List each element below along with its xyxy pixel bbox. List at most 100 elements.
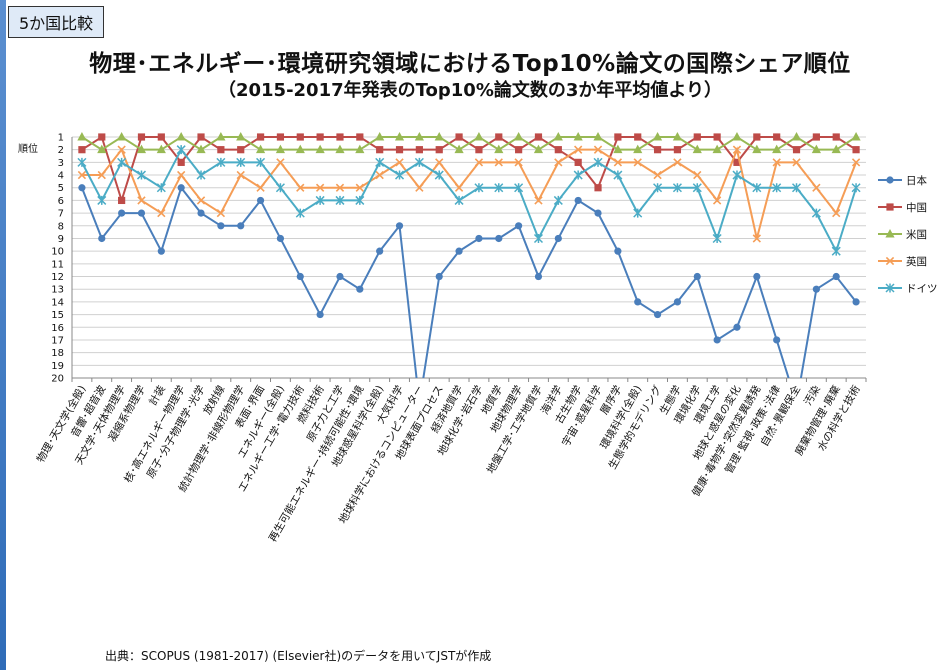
data-point — [375, 170, 384, 180]
data-point — [886, 176, 894, 184]
data-point — [713, 336, 721, 344]
data-point — [494, 144, 504, 154]
data-point — [653, 183, 663, 193]
data-point — [613, 158, 623, 167]
comparison-tag: 5か国比較 — [8, 6, 105, 38]
series-日本 — [78, 184, 860, 378]
data-point — [276, 133, 285, 141]
data-point — [177, 158, 185, 166]
data-point — [753, 133, 761, 141]
data-point — [515, 222, 523, 230]
data-point — [831, 144, 841, 154]
series-line — [81, 135, 857, 151]
data-point — [97, 144, 107, 154]
data-point — [98, 133, 106, 141]
data-point — [316, 310, 324, 319]
data-point — [614, 247, 622, 255]
data-point — [832, 133, 840, 141]
data-point — [653, 146, 662, 154]
data-point — [594, 209, 602, 217]
data-point — [613, 170, 623, 180]
data-point — [455, 247, 463, 255]
data-point — [852, 298, 860, 306]
data-point — [613, 144, 623, 154]
y-tick-label: 11 — [51, 259, 64, 270]
data-point — [885, 283, 895, 293]
data-point — [315, 144, 325, 154]
data-point — [176, 132, 186, 141]
data-point — [712, 233, 722, 244]
y-tick-label: 16 — [51, 323, 64, 334]
data-point — [435, 272, 443, 281]
data-point — [236, 170, 245, 180]
data-point — [792, 158, 801, 167]
data-point — [335, 183, 345, 192]
series-line — [81, 146, 858, 239]
y-tick-label: 6 — [58, 196, 64, 207]
data-point — [553, 195, 563, 205]
data-point — [455, 133, 463, 141]
data-point — [256, 133, 265, 141]
data-point — [434, 132, 444, 141]
data-point — [275, 144, 286, 154]
data-point — [494, 158, 503, 167]
series-米国 — [77, 132, 861, 154]
data-point — [554, 146, 562, 154]
data-point — [653, 170, 662, 180]
data-point — [693, 272, 701, 281]
data-point — [316, 133, 324, 141]
data-point — [176, 145, 186, 155]
data-point — [237, 146, 245, 154]
data-point — [752, 144, 762, 154]
data-point — [673, 146, 682, 154]
series-line — [81, 147, 858, 254]
data-point — [554, 234, 562, 243]
data-point — [78, 146, 86, 154]
data-point — [136, 170, 147, 180]
data-point — [177, 184, 185, 192]
data-point — [255, 144, 266, 154]
data-point — [475, 234, 483, 243]
data-point — [97, 195, 107, 205]
data-point — [574, 145, 583, 154]
data-point — [315, 183, 325, 192]
data-point — [355, 195, 365, 205]
data-point — [216, 157, 226, 167]
data-point — [137, 133, 146, 141]
data-point — [773, 336, 781, 344]
data-point — [394, 132, 405, 141]
y-tick-label: 20 — [51, 374, 64, 385]
data-point — [236, 132, 246, 141]
data-point — [474, 132, 484, 141]
data-point — [395, 222, 404, 230]
data-point — [475, 146, 483, 154]
data-point — [515, 146, 523, 154]
data-point — [197, 209, 205, 217]
data-point — [157, 208, 166, 218]
data-point — [554, 158, 563, 167]
data-point — [792, 146, 801, 154]
data-point — [614, 133, 622, 141]
y-tick-label: 9 — [58, 234, 64, 245]
data-point — [553, 132, 563, 141]
y-tick-label: 1 — [58, 133, 64, 144]
data-point — [885, 229, 895, 238]
data-point — [78, 184, 86, 192]
data-point — [237, 222, 245, 230]
data-point — [732, 132, 742, 141]
legend-label: 中国 — [906, 201, 927, 214]
data-point — [773, 133, 781, 141]
data-point — [791, 183, 802, 193]
data-point — [256, 157, 266, 167]
data-point — [772, 158, 781, 167]
data-point — [534, 196, 543, 205]
data-point — [573, 132, 583, 141]
data-point — [276, 158, 285, 167]
data-point — [673, 158, 682, 167]
data-point — [851, 183, 861, 193]
data-point — [534, 133, 543, 141]
data-point — [296, 272, 304, 281]
data-point — [811, 144, 821, 154]
data-point — [732, 145, 742, 154]
